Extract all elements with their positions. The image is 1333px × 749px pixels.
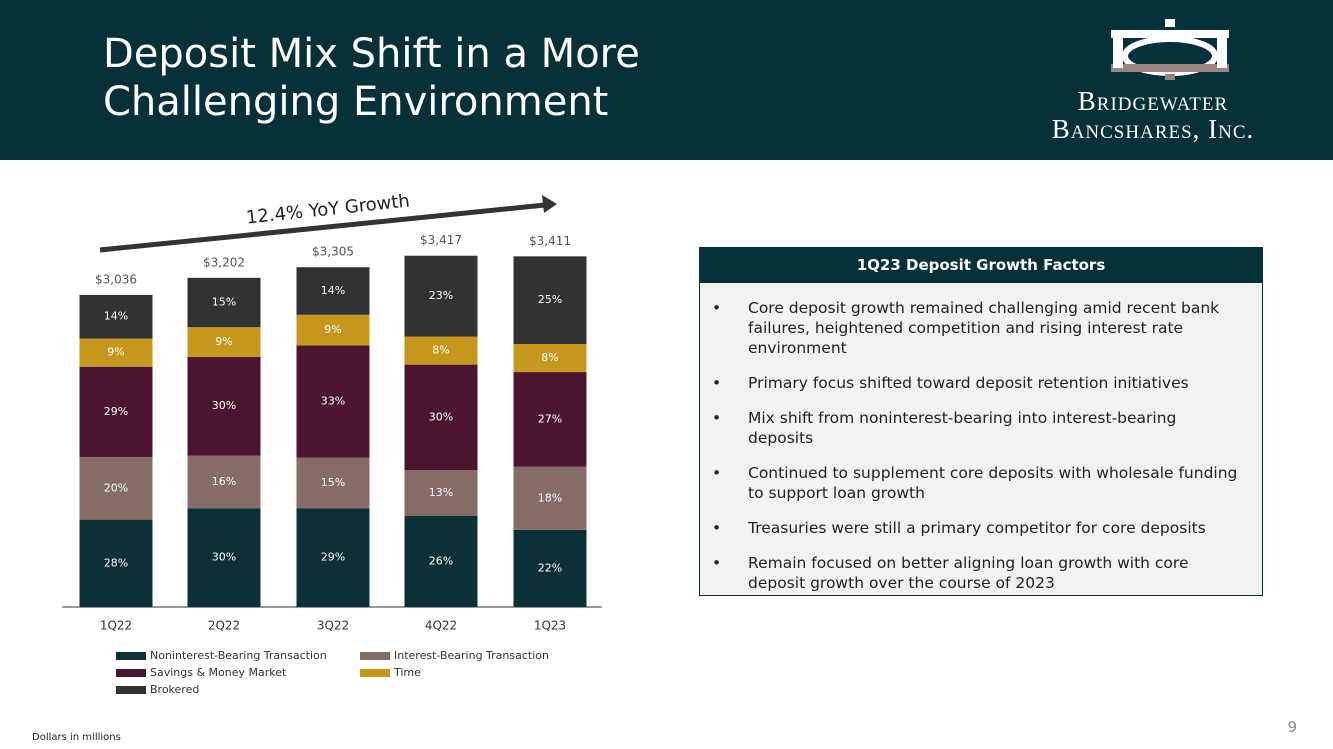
data-label: 8% xyxy=(432,344,449,357)
logo-text: Bancshares, Inc. xyxy=(1051,114,1255,144)
data-label: 8% xyxy=(541,351,558,364)
x-tick-label: 2Q22 xyxy=(208,619,240,633)
page-number: 9 xyxy=(1287,718,1297,736)
legend-swatch xyxy=(116,669,146,677)
bar-segment xyxy=(513,344,587,373)
growth-arrow xyxy=(99,202,546,253)
legend-label: Savings & Money Market xyxy=(150,666,287,679)
bar-segment xyxy=(513,372,587,467)
bullet: Primary focus shifted toward deposit ret… xyxy=(700,373,1262,393)
data-label: 33% xyxy=(321,394,345,407)
bar-segment xyxy=(404,470,478,516)
bar-segment xyxy=(513,466,587,530)
bar-segment xyxy=(187,327,261,357)
legend-label: Interest-Bearing Transaction xyxy=(394,649,549,662)
bullet: Core deposit growth remained challenging… xyxy=(700,298,1262,358)
bar-segment xyxy=(79,519,153,607)
bar-segment xyxy=(79,366,153,458)
data-label: 15% xyxy=(212,296,236,309)
total-label: $3,036 xyxy=(95,272,137,286)
data-label: 30% xyxy=(429,410,453,423)
bar-segment xyxy=(187,455,261,509)
logo-text: Bridgewater xyxy=(1077,86,1229,116)
data-label: 20% xyxy=(104,481,128,494)
data-label: 30% xyxy=(212,399,236,412)
bar-segment xyxy=(187,356,261,456)
data-label: 15% xyxy=(321,476,345,489)
bar-segment xyxy=(187,277,261,328)
legend-label: Time xyxy=(393,666,421,679)
bar-segment xyxy=(79,294,153,339)
footnote: Dollars in millions xyxy=(32,732,121,743)
data-label: 28% xyxy=(104,556,128,569)
bar-segment xyxy=(296,345,370,458)
bullet: Continued to supplement core deposits wi… xyxy=(700,463,1262,503)
bar-segment xyxy=(404,255,478,337)
total-label: $3,411 xyxy=(529,234,571,248)
data-label: 27% xyxy=(538,412,562,425)
header: Deposit Mix Shift in a More Challenging … xyxy=(0,0,1333,160)
data-label: 30% xyxy=(212,551,236,564)
bullet: Treasuries were still a primary competit… xyxy=(700,518,1262,538)
bar-segment xyxy=(296,457,370,509)
panel: 1Q23 Deposit Growth Factors Core deposit… xyxy=(699,247,1263,596)
panel-title: 1Q23 Deposit Growth Factors xyxy=(700,248,1262,283)
bar-segment xyxy=(513,529,587,607)
data-label: 16% xyxy=(212,475,236,488)
legend-swatch xyxy=(116,686,146,694)
x-tick-label: 1Q23 xyxy=(534,619,566,633)
bar-segment xyxy=(296,267,370,315)
bar-segment xyxy=(296,508,370,607)
x-tick-label: 3Q22 xyxy=(317,619,349,633)
bullet: Remain focused on better aligning loan g… xyxy=(700,553,1262,593)
data-label: 25% xyxy=(538,293,562,306)
bar-segment xyxy=(296,314,370,346)
bar-segment xyxy=(404,515,478,607)
legend-label: Brokered xyxy=(150,683,199,696)
data-label: 18% xyxy=(538,491,562,504)
bar-segment xyxy=(187,508,261,607)
slide-title: Deposit Mix Shift in a More Challenging … xyxy=(103,31,640,125)
bar-segment xyxy=(404,364,478,471)
logo-icon xyxy=(1111,19,1229,80)
legend-label: Noninterest-Bearing Transaction xyxy=(150,649,327,662)
legend-swatch xyxy=(360,669,390,677)
growth-arrow-head xyxy=(542,195,557,213)
data-label: 29% xyxy=(104,405,128,418)
data-label: 22% xyxy=(538,561,562,574)
data-label: 29% xyxy=(321,551,345,564)
legend-swatch xyxy=(360,652,390,660)
data-label: 13% xyxy=(429,486,453,499)
data-label: 14% xyxy=(104,310,128,323)
total-label: $3,417 xyxy=(420,233,462,247)
x-tick-label: 4Q22 xyxy=(425,619,457,633)
bullet: Mix shift from noninterest-bearing into … xyxy=(700,408,1262,448)
total-label: $3,202 xyxy=(203,255,245,269)
chart: 28% 20% 29% 9% 14% $3,036 1Q22 30% 16% 30% 9% 15% $3… xyxy=(62,190,602,696)
bar-segment xyxy=(513,256,587,345)
bar-segment xyxy=(79,457,153,520)
data-label: 26% xyxy=(429,554,453,567)
data-label: 9% xyxy=(324,323,341,336)
x-tick-label: 1Q22 xyxy=(100,619,132,633)
bar-segment xyxy=(79,338,153,367)
total-label: $3,305 xyxy=(312,245,354,259)
data-label: 9% xyxy=(215,335,232,348)
legend-swatch xyxy=(116,652,146,660)
data-label: 9% xyxy=(107,346,124,359)
bar-segment xyxy=(404,336,478,365)
data-label: 14% xyxy=(321,284,345,297)
data-label: 23% xyxy=(429,289,453,302)
